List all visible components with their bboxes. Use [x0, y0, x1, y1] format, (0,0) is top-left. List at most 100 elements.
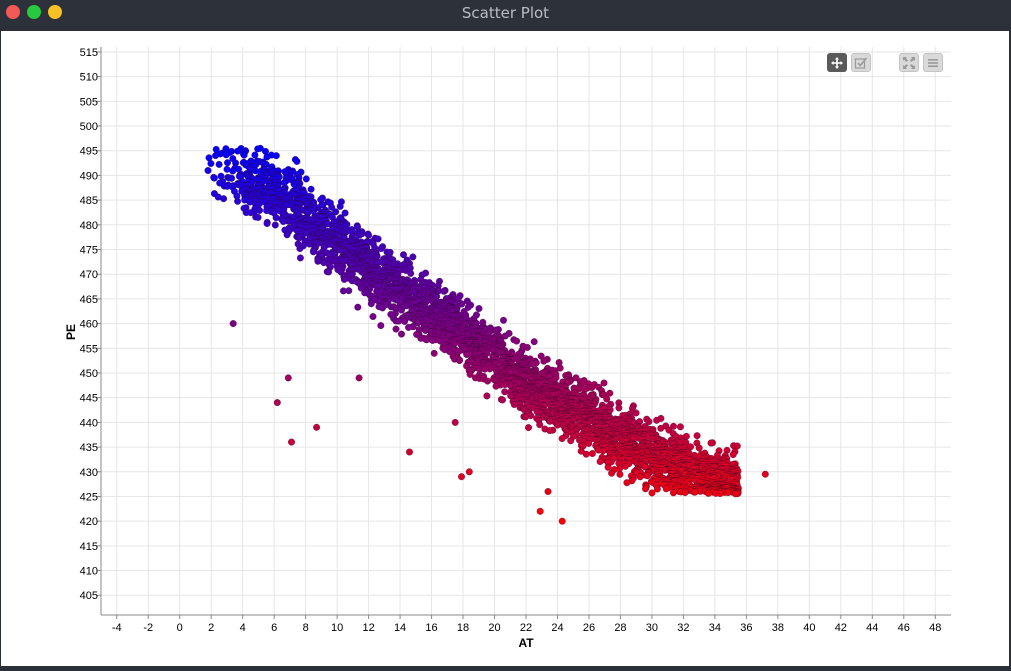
scatter-point [279, 217, 287, 226]
y-tick-label: 450 [80, 368, 98, 380]
scatter-point [392, 325, 400, 333]
scatter-point [302, 175, 310, 183]
y-tick-label: 430 [80, 467, 98, 479]
x-tick-label: 12 [362, 622, 374, 634]
scatter-point [220, 195, 228, 203]
scatter-point [693, 432, 701, 440]
pan-button[interactable] [827, 53, 847, 72]
scatter-point [582, 450, 590, 458]
scatter-point [283, 231, 291, 239]
window-title: Scatter Plot [461, 4, 550, 22]
scatter-point [483, 392, 491, 400]
x-tick-label: 0 [177, 622, 183, 634]
chart-axes [97, 47, 951, 619]
x-tick-label: 30 [646, 622, 658, 634]
x-tick-label: 22 [520, 622, 532, 634]
y-tick-label: 495 [80, 146, 98, 158]
scatter-point [600, 379, 608, 387]
scatter-point [404, 323, 413, 331]
minimize-window-button[interactable] [27, 5, 41, 19]
scatter-point [207, 159, 215, 168]
scatter-point [228, 174, 236, 182]
x-tick-label: -4 [112, 622, 122, 634]
scatter-point [296, 244, 304, 253]
x-tick-label: 34 [709, 622, 721, 634]
y-tick-label: 455 [80, 343, 98, 355]
scatter-point [641, 485, 650, 493]
tick-labels: -4 -2 0 2 4 6 8 10 12 14 16 18 20 22 24 26 28 30 32 34 36 38 4… [80, 47, 942, 634]
selection-check-icon [854, 56, 868, 69]
chart-menu-button[interactable] [923, 53, 943, 72]
fit-to-screen-button[interactable] [899, 53, 919, 72]
scatter-point [399, 251, 408, 259]
x-tick-label: 40 [803, 622, 815, 634]
maximize-window-button[interactable] [48, 5, 62, 19]
scatter-point [707, 439, 715, 447]
scatter-point [251, 151, 259, 159]
close-window-button[interactable] [6, 5, 20, 19]
scatter-point [536, 421, 544, 429]
chart-grid [101, 47, 951, 615]
menu-lines-icon [928, 58, 938, 67]
scatter-point [273, 399, 281, 407]
scatter-point [296, 254, 304, 262]
scatter-point [407, 269, 415, 277]
scatter-point [436, 337, 444, 345]
x-tick-label: 6 [271, 622, 277, 634]
scatter-point [263, 219, 271, 228]
scatter-point [481, 365, 489, 373]
scatter-point [272, 152, 280, 160]
scatter-point [222, 151, 230, 159]
x-tick-label: 26 [583, 622, 595, 634]
y-tick-label: 460 [80, 319, 98, 331]
scatter-point [421, 326, 429, 334]
scatter-point [463, 350, 471, 359]
x-tick-label: 38 [772, 622, 784, 634]
scatter-point [422, 336, 430, 344]
scatter-point [522, 413, 530, 421]
scatter-point [513, 337, 521, 345]
select-button[interactable] [851, 53, 871, 72]
scatter-point [645, 418, 653, 426]
y-axis-label: PE [64, 324, 78, 340]
scatter-point [695, 444, 703, 452]
scatter-point [729, 451, 737, 459]
scatter-point [704, 489, 713, 497]
scatter-point [430, 349, 438, 357]
scatter-point [378, 304, 387, 312]
scatter-point [669, 422, 678, 430]
y-tick-label: 500 [80, 121, 98, 133]
scatter-point [377, 244, 385, 253]
scatter-point [328, 203, 336, 211]
scatter-point [761, 470, 769, 478]
scatter-point [724, 489, 732, 497]
scatter-point [367, 300, 375, 308]
y-tick-label: 470 [80, 269, 98, 281]
scatter-point [492, 382, 500, 390]
scatter-point [653, 485, 661, 493]
scatter-point [451, 418, 459, 426]
scatter-point [395, 317, 403, 325]
scatter-point [446, 348, 454, 356]
y-tick-label: 485 [80, 195, 98, 207]
x-tick-label: 10 [331, 622, 343, 634]
scatter-point [691, 488, 699, 496]
x-tick-label: -2 [143, 622, 153, 634]
scatter-point [254, 213, 262, 221]
scatter-point [204, 166, 212, 175]
scatter-point [641, 463, 649, 471]
scatter-point [247, 209, 255, 217]
scatter-point [223, 159, 232, 167]
scatter-point [643, 472, 652, 480]
scatter-point [716, 489, 724, 498]
y-tick-label: 420 [80, 516, 98, 528]
scatter-point [458, 300, 466, 308]
chart-panel: -4 -2 0 2 4 6 8 10 12 14 16 18 20 22 24 26 28 30 32 34 36 38 4… [1, 31, 1009, 666]
scatter-point [567, 437, 575, 445]
scatter-point [648, 489, 656, 497]
scatter-point [309, 248, 317, 256]
scatter-chart[interactable]: -4 -2 0 2 4 6 8 10 12 14 16 18 20 22 24 26 28 30 32 34 36 38 4… [1, 31, 1009, 666]
scatter-point [339, 287, 347, 295]
x-tick-label: 2 [208, 622, 214, 634]
scatter-point [409, 253, 417, 261]
